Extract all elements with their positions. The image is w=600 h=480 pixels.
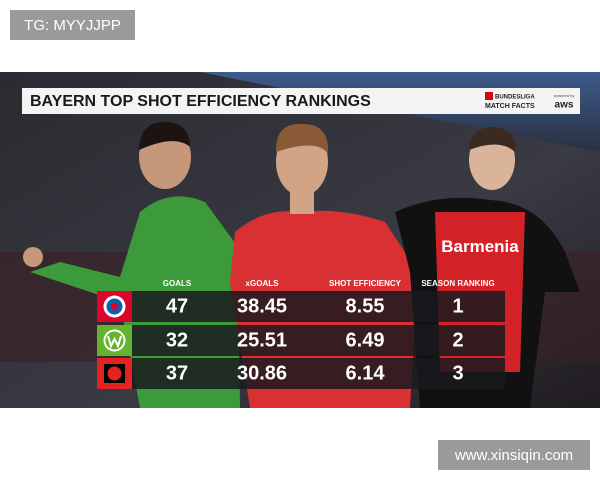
cell: 8.55: [346, 295, 385, 317]
jersey-text: Barmenia: [441, 237, 519, 256]
cell: 3: [452, 362, 463, 384]
powered-by: powered by: [554, 93, 575, 98]
cell: 32: [166, 329, 188, 351]
column-header: SHOT EFFICIENCY: [329, 279, 402, 288]
cell: 37: [166, 362, 188, 384]
cell: 25.51: [237, 329, 287, 351]
cell: 6.14: [346, 362, 386, 384]
column-header: GOALS: [163, 279, 192, 288]
row: [97, 291, 505, 322]
graphic: Barmenia BAYERN TOP SHOT EFFICIENCY RANK…: [0, 72, 600, 408]
column-header: xGOALS: [246, 279, 280, 288]
brand: MATCH FACTS: [485, 103, 535, 110]
brand-mark: [485, 92, 493, 100]
column-header: SEASON RANKING: [421, 279, 494, 288]
brand: BUNDESLIGA: [495, 95, 535, 101]
sponsor: aws: [555, 100, 574, 111]
watermark: www.xinsiqin.com: [438, 440, 590, 470]
cell: 6.49: [346, 329, 385, 351]
row: [97, 325, 505, 356]
cell: 1: [452, 295, 463, 317]
cell: 30.86: [237, 362, 287, 384]
watermark: TG: MYYJJPP: [10, 10, 135, 40]
title: BAYERN TOP SHOT EFFICIENCY RANKINGS: [30, 93, 371, 110]
cell: 47: [166, 295, 188, 317]
table: GOALS xGOALS SHOT EFFICIENCY SEASON RANK…: [97, 279, 505, 389]
cell: 2: [452, 329, 463, 351]
cell: 38.45: [237, 295, 287, 317]
row: [97, 358, 505, 389]
